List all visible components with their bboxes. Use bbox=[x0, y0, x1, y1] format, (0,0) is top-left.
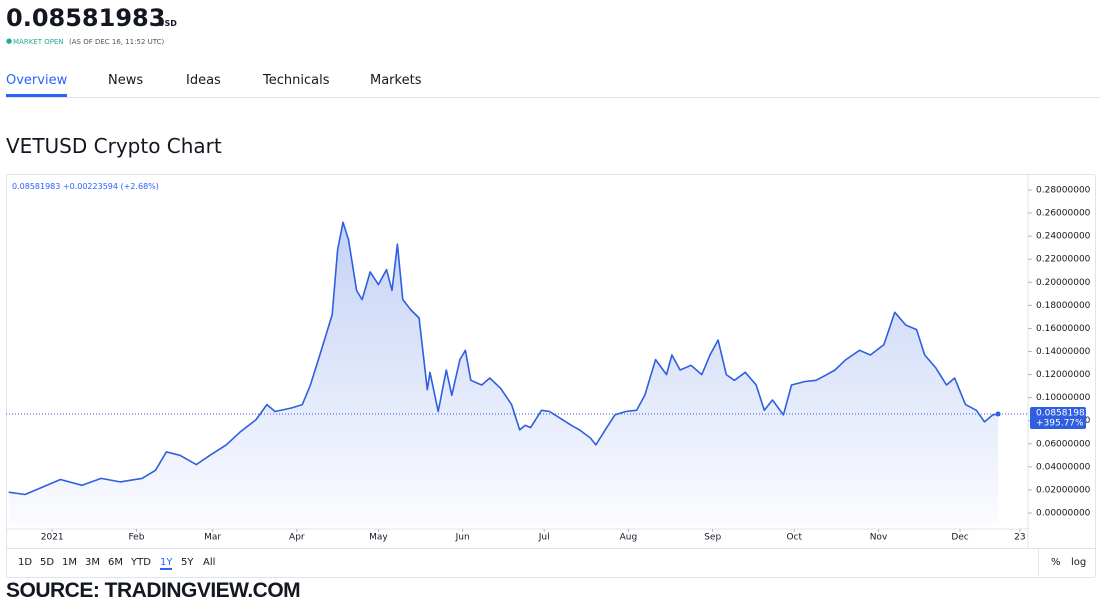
y-tick-label: 0.18000000 bbox=[1036, 301, 1091, 311]
area bbox=[8, 222, 999, 526]
x-tick-label: Jun bbox=[455, 533, 470, 543]
price-tag-value: 0.08581983 bbox=[1036, 409, 1090, 419]
chart: 0.00000000 0.02000000 0.04000000 0.06000000… bbox=[6, 174, 1091, 548]
y-tick-label: 0.10000000 bbox=[1036, 393, 1091, 403]
legend-value: 0.08581983 bbox=[12, 182, 61, 191]
toggle-percent[interactable]: % bbox=[1051, 557, 1061, 568]
price-tag-change: +395.77% bbox=[1036, 419, 1084, 429]
tab[interactable]: Markets bbox=[370, 73, 422, 88]
source: SOURCE: TRADINGVIEW.COM bbox=[6, 579, 301, 602]
range-button[interactable]: 1D bbox=[18, 557, 33, 568]
x-tick-label: Aug bbox=[620, 533, 638, 543]
price-line-series bbox=[8, 221, 999, 496]
x-tick-label: Jul bbox=[538, 533, 550, 543]
x-tick-label: Oct bbox=[786, 533, 802, 543]
x-tick-label: May bbox=[369, 533, 388, 543]
range-button[interactable]: 3M bbox=[85, 557, 100, 568]
toggle-log[interactable]: log bbox=[1071, 557, 1087, 568]
y-tick-label: 0.00000000 bbox=[1036, 509, 1091, 519]
status-dot: ● bbox=[6, 37, 13, 45]
chart-divider bbox=[6, 548, 1095, 549]
y-tick-label: 0.12000000 bbox=[1036, 370, 1091, 380]
range-button[interactable]: 1Y bbox=[160, 557, 173, 570]
divider bbox=[6, 97, 1100, 98]
y-tick-label: 0.16000000 bbox=[1036, 324, 1091, 334]
y-tick-label: 0.20000000 bbox=[1036, 278, 1091, 288]
y-tick-label: 0.22000000 bbox=[1036, 255, 1091, 265]
range-button[interactable]: All bbox=[203, 557, 216, 568]
tab[interactable]: Overview bbox=[6, 73, 68, 97]
as-of: (AS OF DEC 16, 11:52 UTC) bbox=[69, 38, 165, 46]
legend-change-pct: (+2.68%) bbox=[120, 182, 159, 191]
x-tick-label: Dec bbox=[951, 533, 968, 543]
y-tick-label: 0.28000000 bbox=[1036, 185, 1091, 195]
legend: 0.08581983 +0.00223594 (+2.68%) bbox=[12, 182, 159, 191]
y-tick-label: 0.26000000 bbox=[1036, 209, 1091, 219]
y-tick-label: 0.14000000 bbox=[1036, 347, 1091, 357]
x-tick-label: Apr bbox=[289, 533, 305, 543]
x-tick-label: 23 bbox=[1014, 533, 1025, 543]
range-button[interactable]: 1M bbox=[62, 557, 77, 568]
range-button[interactable]: YTD bbox=[131, 557, 151, 568]
y-tick-label: 0.04000000 bbox=[1036, 462, 1091, 472]
toggle-divider bbox=[1038, 548, 1039, 576]
x-tick-label: 2021 bbox=[41, 533, 64, 543]
range-button[interactable]: 5D bbox=[40, 557, 55, 568]
tab[interactable]: Ideas bbox=[186, 73, 221, 88]
market-status: MARKET OPEN bbox=[13, 38, 64, 46]
legend-change: +0.00223594 bbox=[62, 182, 118, 191]
y-tick-label: 0.02000000 bbox=[1036, 485, 1091, 495]
chart-frame bbox=[6, 174, 1096, 578]
section-title: VETUSD Crypto Chart bbox=[6, 134, 222, 158]
y-tick-label: 0.06000000 bbox=[1036, 439, 1091, 449]
tab[interactable]: Technicals bbox=[263, 73, 330, 88]
currency: USD bbox=[158, 19, 177, 28]
price: 0.08581983 bbox=[6, 4, 166, 32]
x-tick-label: Nov bbox=[870, 533, 888, 543]
x-tick-label: Feb bbox=[128, 533, 144, 543]
x-tick-label: Mar bbox=[204, 533, 221, 543]
price-tag bbox=[1030, 407, 1086, 430]
tab[interactable]: News bbox=[108, 73, 144, 88]
range-button[interactable]: 5Y bbox=[181, 557, 194, 568]
x-tick-label: Sep bbox=[704, 533, 721, 543]
range-button[interactable]: 6M bbox=[108, 557, 123, 568]
y-tick-label: 0.24000000 bbox=[1036, 232, 1091, 242]
last-point bbox=[995, 411, 1001, 417]
